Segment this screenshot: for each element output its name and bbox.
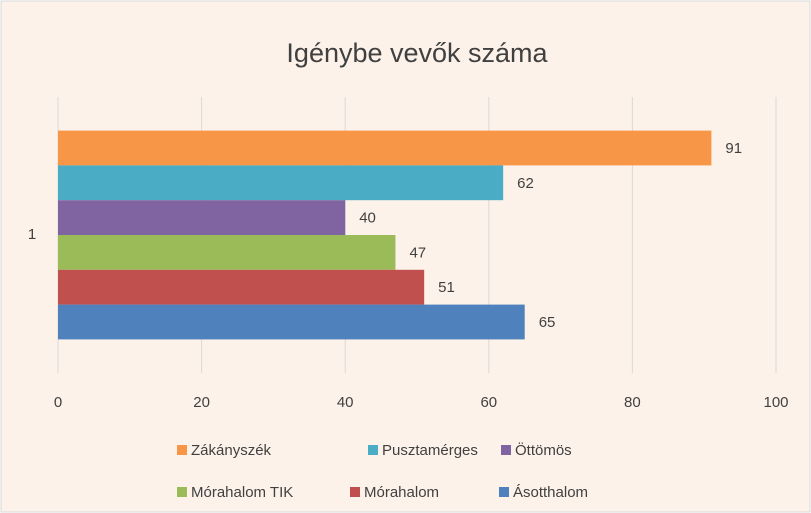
legend-label: Ásotthalom (513, 484, 588, 501)
data-label: 62 (517, 175, 534, 192)
legend-swatch (177, 445, 187, 455)
legend-swatch (501, 445, 511, 455)
legend-label: Mórahalom (364, 484, 439, 501)
y-tick-label: 1 (28, 226, 36, 243)
bar (58, 235, 396, 270)
bar (58, 200, 346, 235)
bar (58, 269, 425, 305)
legend-swatch (368, 445, 378, 455)
legend-label: Mórahalom TIK (191, 484, 293, 501)
x-tick-label: 40 (337, 394, 354, 411)
bar (58, 304, 525, 340)
data-label: 65 (539, 314, 556, 331)
bar (58, 130, 712, 166)
data-label: 91 (725, 140, 742, 157)
legend-label: Öttömös (515, 441, 572, 459)
legend-swatch (499, 487, 509, 497)
legend-label: Zákányszék (191, 442, 272, 459)
x-tick-label: 60 (480, 394, 497, 411)
x-tick-label: 100 (763, 394, 788, 411)
data-label: 47 (409, 244, 426, 261)
x-tick-label: 20 (193, 394, 210, 411)
legend-swatch (177, 487, 187, 497)
data-label: 40 (359, 210, 376, 227)
bar (58, 165, 504, 201)
chart-title: Igénybe vevők száma (286, 38, 548, 68)
legend-label: Pusztamérges (382, 442, 478, 459)
x-tick-label: 80 (624, 394, 641, 411)
x-tick-label: 0 (54, 394, 62, 411)
legend-swatch (350, 487, 360, 497)
data-label: 51 (438, 279, 455, 296)
